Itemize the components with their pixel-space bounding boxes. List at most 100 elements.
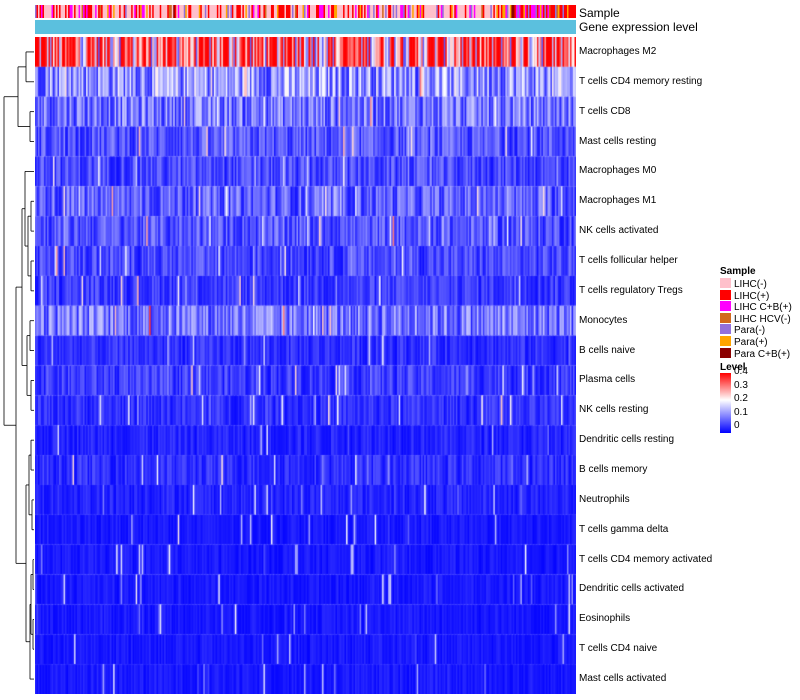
sample-annotation-cell — [147, 5, 150, 18]
sample-annotation-cell — [285, 5, 289, 18]
sample-annotation-cell — [536, 5, 540, 18]
legend-swatch — [720, 347, 731, 358]
row-label: Mast cells activated — [579, 673, 667, 685]
sample-annotation-cell — [84, 5, 87, 18]
sample-annotation-cell — [176, 5, 179, 18]
sample-annotation-cell — [218, 5, 221, 18]
sample-annotation-cell — [255, 5, 259, 18]
sample-annotation-cell — [494, 5, 497, 18]
sample-annotation-cell — [401, 5, 404, 18]
legend-swatch — [720, 324, 731, 335]
sample-annotation-cell — [448, 5, 451, 18]
sample-annotation-cell — [476, 5, 479, 18]
sample-annotation-cell — [258, 5, 262, 18]
sample-annotation-cell — [228, 5, 231, 18]
sample-annotation-cell — [538, 5, 541, 18]
sample-annotation-cell — [198, 5, 201, 18]
sample-annotation-cell — [373, 5, 376, 18]
sample-annotation-cell — [556, 5, 559, 18]
row-label: Macrophages M2 — [579, 45, 657, 57]
sample-annotation-cell — [183, 5, 186, 18]
sample-annotation-cell — [57, 5, 60, 18]
sample-annotation-cell — [165, 5, 168, 18]
sample-annotation-cell — [308, 5, 311, 18]
sample-annotation-cell — [530, 5, 534, 18]
sample-annotation-cell — [240, 5, 243, 18]
sample-annotation-cell — [180, 5, 183, 18]
sample-legend-title: Sample — [720, 266, 756, 277]
sample-annotation-cell — [572, 5, 576, 18]
sample-annotation-cell — [506, 5, 509, 18]
sample-annotation-cell — [565, 5, 568, 18]
sample-annotation-cell — [551, 5, 555, 18]
sample-annotation-cell — [500, 5, 503, 18]
sample-annotation-cell — [380, 5, 383, 18]
sample-annotation-cell — [386, 5, 389, 18]
sample-annotation-cell — [260, 5, 263, 18]
sample-annotation-cell — [219, 5, 222, 18]
sample-annotation-cell — [119, 5, 122, 18]
sample-annotation-cell — [135, 5, 138, 18]
sample-annotation-cell — [41, 5, 44, 18]
sample-annotation-cell — [497, 5, 500, 18]
sample-annotation-cell — [63, 5, 66, 18]
sample-annotation-cell — [167, 5, 170, 18]
sample-annotation-cell — [284, 5, 287, 18]
sample-annotation-cell — [300, 5, 304, 18]
level-tick-label: 0.4 — [734, 366, 748, 377]
sample-annotation-cell — [69, 5, 72, 18]
gene-expression-annotation-bar — [35, 20, 576, 34]
row-label: NK cells resting — [579, 404, 649, 416]
sample-annotation-cell — [138, 5, 141, 18]
heatmap-cells — [35, 37, 576, 694]
sample-annotation-cell — [466, 5, 469, 18]
sample-annotation-cell — [407, 5, 410, 18]
sample-annotation-cell — [269, 5, 272, 18]
sample-annotation-cell — [174, 5, 177, 18]
row-label: Macrophages M1 — [579, 195, 657, 207]
sample-annotation-cell — [197, 5, 200, 18]
sample-annotation-cell — [95, 5, 98, 18]
sample-annotation-cell — [472, 5, 475, 18]
sample-annotation-cell — [54, 5, 57, 18]
sample-annotation-cell — [155, 5, 158, 18]
sample-annotation-cell — [463, 5, 466, 18]
sample-annotation-cell — [144, 5, 147, 18]
sample-annotation-cell — [78, 5, 81, 18]
sample-annotation-cell — [542, 5, 546, 18]
sample-annotation-cell — [114, 5, 117, 18]
sample-annotation-cell — [550, 5, 553, 18]
sample-annotation-cell — [521, 5, 525, 18]
sample-annotation-cell — [371, 5, 374, 18]
sample-annotation-cell — [479, 5, 482, 18]
legend-label: LIHC(+) — [734, 290, 770, 302]
sample-annotation-cell — [162, 5, 165, 18]
sample-annotation-cell — [422, 5, 425, 18]
legend-label: Para(+) — [734, 337, 768, 348]
sample-annotation-cell — [216, 5, 219, 18]
sample-annotation-cell — [305, 5, 308, 18]
sample-annotation-cell — [290, 5, 293, 18]
sample-annotation-cell — [177, 5, 180, 18]
sample-annotation-cell — [230, 5, 233, 18]
sample-annotation-cell — [440, 5, 443, 18]
sample-annotation-cell — [416, 5, 419, 18]
sample-annotation-cell — [236, 5, 239, 18]
sample-annotation-cell — [221, 5, 224, 18]
sample-annotation-cell — [170, 5, 173, 18]
sample-legend-item: LIHC HCV(-) — [720, 312, 791, 325]
row-label: T cells gamma delta — [579, 523, 669, 535]
sample-annotation-cell — [508, 5, 511, 18]
sample-annotation-cell — [512, 5, 515, 18]
sample-annotation-cell — [418, 5, 421, 18]
sample-annotation-cell — [478, 5, 481, 18]
sample-annotation-cell — [310, 5, 313, 18]
sample-annotation-cell — [270, 5, 274, 18]
sample-annotation-cell — [322, 5, 325, 18]
sample-legend-item: Para(-) — [720, 324, 765, 336]
row-label: Plasma cells — [579, 374, 636, 386]
sample-annotation-cell — [200, 5, 203, 18]
sample-annotation-cell — [179, 5, 182, 18]
sample-annotation-cell — [487, 5, 490, 18]
sample-annotation-cell — [458, 5, 461, 18]
